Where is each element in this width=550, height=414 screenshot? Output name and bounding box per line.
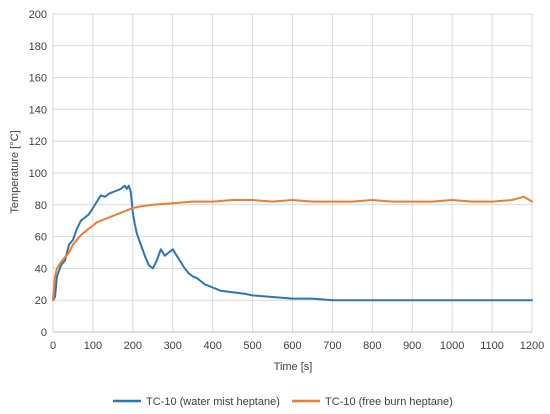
- y-tick-label: 40: [35, 263, 47, 275]
- y-tick-label: 140: [29, 104, 47, 116]
- x-tick-label: 100: [84, 340, 102, 352]
- x-tick-label: 900: [403, 340, 421, 352]
- x-tick-label: 1200: [520, 340, 544, 352]
- x-tick-label: 1000: [440, 340, 464, 352]
- grid: [52, 13, 533, 332]
- y-tick-label: 180: [29, 41, 47, 53]
- y-tick-label: 0: [41, 327, 47, 339]
- axes: 0 20 40 60 80 100 120 140 160 180 200 0 100 200 300 400…: [29, 9, 545, 352]
- x-tick-label: 0: [50, 340, 56, 352]
- x-tick-label: 400: [203, 340, 221, 352]
- y-tick-label: 80: [35, 200, 47, 212]
- x-tick-label: 600: [283, 340, 301, 352]
- x-tick-label: 200: [124, 340, 142, 352]
- legend-label: TC-10 (water mist heptane): [146, 396, 280, 408]
- series-layer: [52, 184, 533, 302]
- y-tick-label: 160: [29, 73, 47, 85]
- y-tick-label: 60: [35, 232, 47, 244]
- x-axis-title: Time [s]: [274, 361, 313, 373]
- x-tick-label: 700: [323, 340, 341, 352]
- series-line-free-burn: [52, 195, 533, 302]
- x-tick-label: 300: [164, 340, 182, 352]
- legend: TC-10 (water mist heptane) TC-10 (free bu…: [113, 396, 453, 408]
- x-tick-label: 500: [243, 340, 261, 352]
- y-tick-label: 120: [29, 136, 47, 148]
- y-tick-label: 20: [35, 295, 47, 307]
- legend-label: TC-10 (free burn heptane): [325, 396, 453, 408]
- y-axis-title: Temperature [°C]: [9, 130, 21, 213]
- x-tick-label: 800: [363, 340, 381, 352]
- series-line-water-mist: [52, 184, 533, 302]
- y-tick-label: 200: [29, 9, 47, 21]
- x-tick-label: 1100: [480, 340, 504, 352]
- y-tick-label: 100: [29, 168, 47, 180]
